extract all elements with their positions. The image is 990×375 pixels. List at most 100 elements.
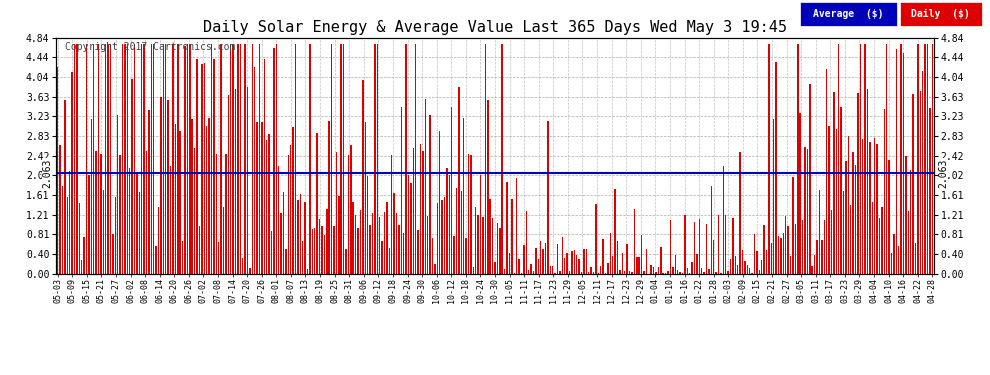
Bar — [233, 44, 234, 274]
Bar — [905, 156, 907, 274]
Bar — [829, 126, 830, 274]
Bar — [408, 175, 409, 274]
Bar — [371, 213, 373, 274]
Title: Daily Solar Energy & Average Value Last 365 Days Wed May 3 19:45: Daily Solar Energy & Average Value Last … — [203, 20, 787, 35]
Bar — [677, 270, 678, 274]
Bar — [263, 58, 265, 274]
Bar — [56, 67, 58, 274]
Bar — [881, 207, 883, 274]
Bar — [711, 186, 712, 274]
Bar — [122, 44, 123, 274]
Bar — [672, 267, 673, 274]
Bar — [749, 268, 750, 274]
Bar — [716, 272, 717, 274]
Bar — [650, 265, 652, 274]
Bar — [258, 44, 260, 274]
Bar — [73, 44, 75, 274]
Bar — [812, 266, 813, 274]
Bar — [245, 44, 246, 274]
Bar — [329, 121, 330, 274]
Bar — [174, 124, 176, 274]
Bar — [401, 107, 402, 274]
Bar — [228, 95, 229, 274]
Bar — [439, 131, 441, 274]
Bar — [516, 178, 518, 274]
Bar — [842, 190, 844, 274]
Bar — [497, 224, 498, 274]
Bar — [98, 44, 99, 274]
Bar — [763, 225, 765, 274]
Bar — [586, 249, 587, 274]
Bar — [321, 225, 323, 274]
FancyBboxPatch shape — [900, 2, 982, 26]
Bar — [127, 44, 128, 274]
Bar — [641, 235, 643, 274]
Bar — [388, 248, 390, 274]
Bar — [655, 272, 656, 274]
Bar — [773, 118, 774, 274]
Bar — [489, 198, 491, 274]
Bar — [728, 271, 729, 274]
Bar — [600, 266, 602, 274]
Bar — [280, 213, 282, 274]
Bar — [543, 249, 544, 274]
Bar — [742, 251, 743, 274]
Bar — [761, 260, 762, 274]
Bar — [509, 253, 510, 274]
Bar — [167, 99, 169, 274]
Bar — [146, 151, 148, 274]
Bar — [908, 210, 909, 274]
Bar — [519, 259, 520, 274]
Bar — [465, 238, 467, 274]
Bar — [418, 230, 419, 274]
Bar — [917, 44, 919, 274]
Bar — [338, 196, 340, 274]
Bar — [845, 161, 846, 274]
Bar — [468, 154, 469, 274]
Bar — [679, 272, 681, 274]
Bar — [334, 226, 335, 274]
Bar — [487, 100, 488, 274]
Bar — [435, 264, 436, 274]
Bar — [893, 234, 895, 274]
Bar — [511, 199, 513, 274]
Bar — [735, 256, 736, 274]
Bar — [309, 44, 311, 274]
Bar — [581, 272, 582, 274]
Bar — [836, 129, 837, 274]
Bar — [218, 243, 220, 274]
Bar — [554, 273, 555, 274]
Bar — [367, 176, 368, 274]
Bar — [477, 215, 479, 274]
Bar — [566, 253, 568, 274]
Bar — [549, 266, 551, 274]
Bar — [540, 241, 542, 274]
Bar — [117, 116, 119, 274]
Bar — [455, 188, 457, 274]
Bar — [898, 246, 900, 274]
Bar — [787, 226, 789, 274]
Bar — [817, 240, 818, 274]
Bar — [800, 113, 801, 274]
Bar — [598, 273, 599, 274]
Bar — [162, 44, 164, 274]
Bar — [352, 202, 354, 274]
Bar — [766, 250, 767, 274]
Bar — [179, 131, 181, 274]
Bar — [725, 215, 727, 274]
Bar — [354, 214, 356, 274]
Bar — [674, 255, 676, 274]
Bar — [137, 172, 138, 274]
Bar — [405, 44, 407, 274]
Bar — [155, 246, 156, 274]
Bar — [629, 271, 631, 274]
Bar — [593, 272, 594, 274]
Bar — [95, 151, 97, 274]
Bar — [841, 107, 842, 274]
Bar — [256, 122, 257, 274]
Bar — [804, 147, 806, 274]
Bar — [652, 267, 654, 274]
Bar — [213, 59, 215, 274]
Bar — [69, 171, 70, 274]
Bar — [172, 44, 173, 274]
